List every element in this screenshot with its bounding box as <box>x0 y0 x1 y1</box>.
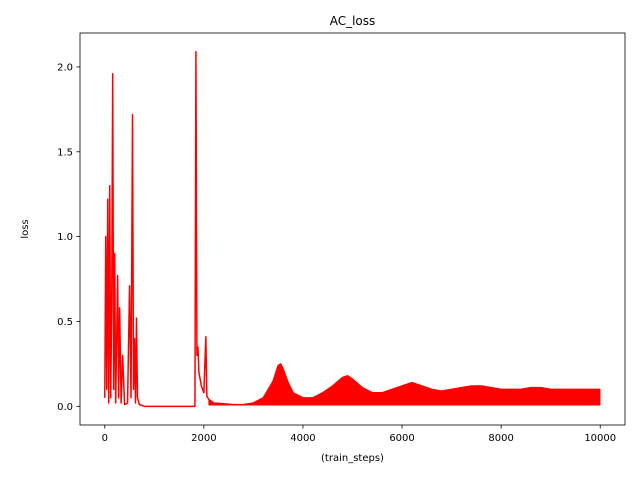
x-axis-label: (train_steps) <box>321 453 384 464</box>
y-axis: 0.0 0.5 1.0 1.5 2.0 <box>57 62 80 413</box>
x-tick-label: 2000 <box>191 433 216 444</box>
y-tick-label: 1.5 <box>57 147 73 158</box>
x-tick-label: 8000 <box>488 433 513 444</box>
y-tick-label: 1.0 <box>57 232 73 243</box>
loss-oscillation-band <box>208 364 601 406</box>
plot-area <box>104 50 601 408</box>
chart-title: AC_loss <box>330 14 376 28</box>
y-tick-label: 0.5 <box>57 317 73 328</box>
x-tick-label: 10000 <box>584 433 616 444</box>
loss-line <box>104 50 601 408</box>
x-tick-label: 0 <box>102 433 108 444</box>
axes-frame <box>79 32 626 426</box>
y-axis-label: loss <box>20 219 31 238</box>
x-tick-label: 6000 <box>389 433 414 444</box>
x-axis: 0 2000 4000 6000 8000 10000 <box>102 425 616 444</box>
y-tick-label: 2.0 <box>57 62 73 73</box>
x-tick-label: 4000 <box>290 433 315 444</box>
y-tick-label: 0.0 <box>57 402 73 413</box>
